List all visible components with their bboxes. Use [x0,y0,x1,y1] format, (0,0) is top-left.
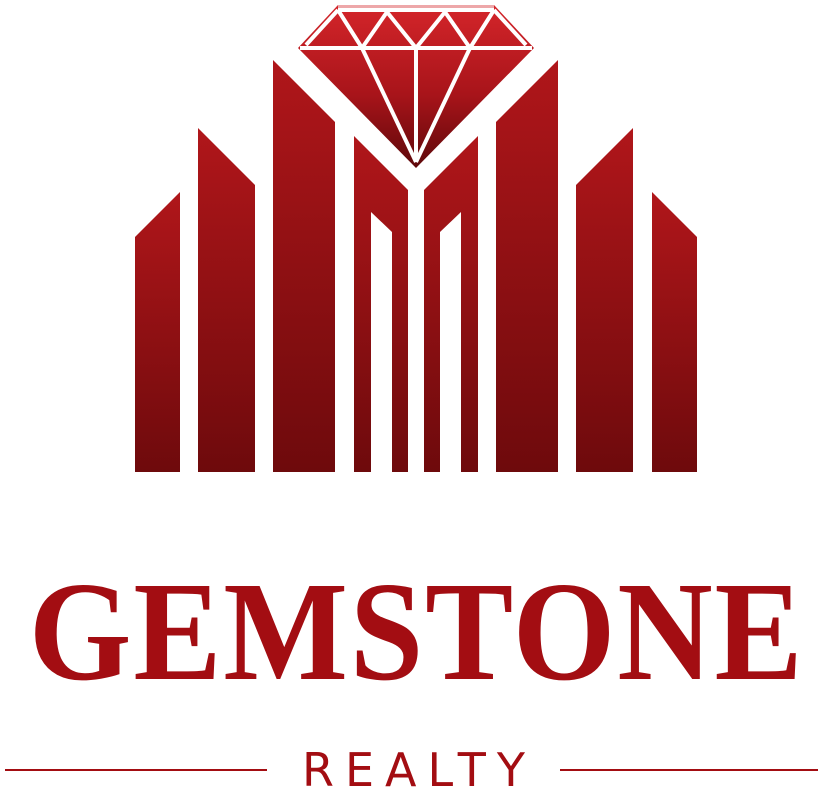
brand-tagline: REALTY [302,743,536,797]
divider-left [5,769,267,771]
diamond-icon [298,5,534,168]
diamond-buildings-icon [135,5,697,472]
buildings [135,60,697,472]
brand-name: GEMSTONE [28,552,805,710]
divider-right [560,769,818,771]
tagline-row: REALTY [0,740,823,800]
